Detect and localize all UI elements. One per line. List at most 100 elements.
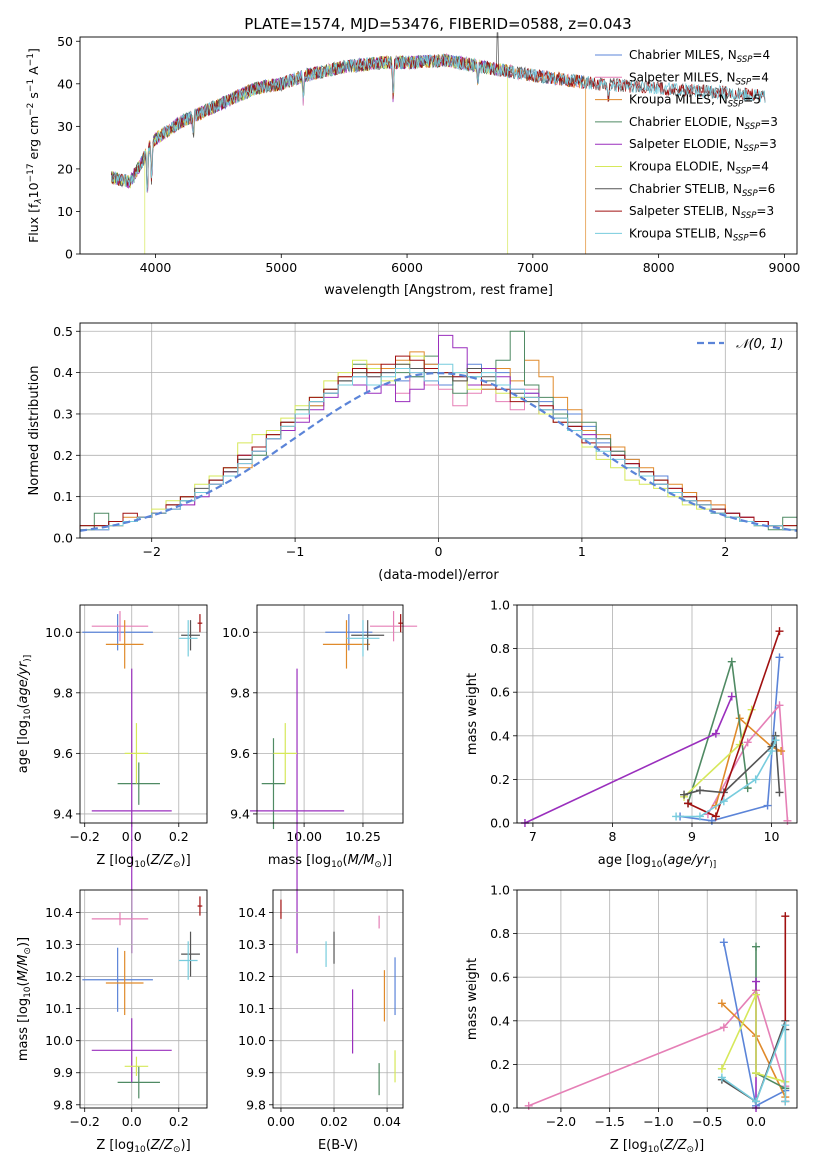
label-part: age [log bbox=[598, 853, 651, 868]
weight-marker bbox=[767, 747, 776, 756]
label-part: ⊙ bbox=[23, 947, 33, 955]
legend-model: Salpeter ELODIE bbox=[629, 137, 727, 151]
weight-marker bbox=[752, 942, 761, 951]
x-tick-label: 2 bbox=[721, 544, 729, 559]
label-part: A bbox=[26, 66, 41, 79]
label-part: Z [log bbox=[610, 1138, 648, 1153]
y-tick-label: 10.0 bbox=[45, 1033, 73, 1048]
y-tick-label: 9.8 bbox=[53, 1097, 73, 1112]
legend-sub: SSP bbox=[728, 100, 744, 110]
weight-marker bbox=[711, 729, 720, 738]
y-tick-label: 10.4 bbox=[45, 905, 73, 920]
weight-marker bbox=[719, 938, 728, 947]
label-part: ( bbox=[662, 853, 667, 868]
label-part: ( bbox=[16, 981, 31, 986]
age-vs-mass-panel: 10.00 10.25 9.4 9.6 9.8 10.0 mass [log10(M/M⊙)… bbox=[222, 604, 418, 954]
x-tick-label: 5000 bbox=[265, 260, 297, 275]
label-part: λ bbox=[34, 198, 44, 204]
weight-marker bbox=[707, 816, 716, 825]
x-tick-label: 0.04 bbox=[373, 1114, 401, 1129]
y-tick-label: 9.8 bbox=[230, 685, 250, 700]
legend-label: Salpeter STELIB, NSSP=3 bbox=[629, 204, 774, 221]
weight-marker bbox=[781, 1097, 790, 1106]
weight-marker bbox=[695, 786, 704, 795]
y-tick-label: 0.8 bbox=[490, 926, 510, 941]
label-part: −1 bbox=[26, 79, 36, 92]
legend-label: Kroupa ELODIE, NSSP=4 bbox=[629, 160, 769, 177]
label-part: )] bbox=[181, 853, 191, 868]
label-part: )] bbox=[16, 937, 31, 947]
legend-sep: , N bbox=[716, 226, 733, 240]
legend-sub: SSP bbox=[741, 211, 757, 221]
y-tick-label: 0.6 bbox=[490, 685, 510, 700]
y-tick-label: 10.3 bbox=[238, 937, 266, 952]
label-part: )] bbox=[709, 860, 716, 870]
weight-marker bbox=[695, 812, 704, 821]
age-vs-Z-panel: −0.2 0.0 0.29.49.69.810.0Z [log10(Z/Z⊙)]ag… bbox=[16, 604, 208, 954]
x-axis-label: E(B-V) bbox=[318, 1138, 358, 1153]
label-part: Flux [f bbox=[26, 203, 41, 243]
y-tick-label: 20 bbox=[57, 161, 73, 176]
y-tick-label: 10.3 bbox=[45, 937, 73, 952]
x-axis-label: mass [log10(M/M⊙)] bbox=[268, 853, 392, 870]
legend-model: Chabrier MILES bbox=[629, 48, 720, 62]
y-tick-label: 0.0 bbox=[53, 531, 73, 546]
x-tick-label: 7 bbox=[529, 829, 537, 844]
spectrum-panel: 4000 5000 6000 7000 8000 9000 0 10 20 30 40 50 Chabr… bbox=[26, 32, 800, 298]
legend-n: 6 bbox=[759, 226, 767, 240]
y-tick-label: 0.4 bbox=[490, 1013, 510, 1028]
legend-sep: , N bbox=[711, 93, 728, 107]
y-tick-label: 0.0 bbox=[490, 1101, 510, 1116]
weight-marker bbox=[775, 788, 784, 797]
weight-marker bbox=[717, 1064, 726, 1073]
legend-n: 6 bbox=[768, 182, 776, 196]
axes-frame bbox=[256, 604, 404, 824]
y-tick-label: 0.1 bbox=[53, 489, 73, 504]
x-tick-label: −0.5 bbox=[692, 1114, 722, 1129]
axes-frame bbox=[79, 322, 798, 539]
x-tick-label: 10.25 bbox=[345, 829, 381, 844]
label-part: Z [log bbox=[96, 1138, 134, 1153]
legend-label: Chabrier ELODIE, NSSP=3 bbox=[629, 115, 778, 132]
label-part: 10 bbox=[23, 986, 33, 998]
x-tick-label: 0.0 bbox=[122, 1114, 142, 1129]
label-part: 10 bbox=[134, 1145, 146, 1155]
legend-sep: , N bbox=[719, 160, 736, 174]
y-tick-label: 10.0 bbox=[238, 1033, 266, 1048]
weight-marker bbox=[752, 1097, 761, 1106]
y-axis-label: mass [log10(M/M⊙)] bbox=[16, 937, 33, 1061]
legend-model: Chabrier ELODIE bbox=[629, 115, 728, 129]
axes-frame bbox=[516, 889, 798, 1109]
legend-n: 4 bbox=[762, 48, 770, 62]
x-axis-label: Z [log10(Z/Z⊙)] bbox=[610, 1138, 704, 1155]
legend-eq: = bbox=[760, 115, 770, 129]
y-tick-label: 10.2 bbox=[45, 969, 73, 984]
legend-n: 3 bbox=[766, 204, 774, 218]
x-tick-label: 10.00 bbox=[286, 829, 322, 844]
weight-marker bbox=[775, 701, 784, 710]
legend-eq: = bbox=[752, 48, 762, 62]
label-part: ( bbox=[146, 1138, 151, 1153]
legend-eq: = bbox=[756, 204, 766, 218]
y-tick-label: 9.9 bbox=[53, 1065, 73, 1080]
y-tick-label: 9.4 bbox=[53, 806, 73, 821]
y-tick-label: 0.5 bbox=[53, 324, 73, 339]
y-tick-label: 30 bbox=[57, 119, 73, 134]
label-part: ( bbox=[16, 703, 31, 708]
figure-title: PLATE=1574, MJD=53476, FIBERID=0588, z=0… bbox=[244, 15, 631, 33]
y-tick-label: 10.2 bbox=[238, 969, 266, 984]
weight-marker bbox=[711, 812, 720, 821]
x-tick-label: 0 bbox=[435, 544, 443, 559]
x-tick-label: 0.2 bbox=[169, 829, 189, 844]
weight-marker bbox=[771, 736, 780, 745]
weight-marker bbox=[719, 797, 728, 806]
y-tick-label: 0.8 bbox=[490, 641, 510, 656]
label-part: Z [log bbox=[96, 853, 134, 868]
histogram-panel: −2 −1 0 1 2 0.0 0.1 0.2 0.3 0.4 0.5 𝒩(0, 1) (data-mo… bbox=[27, 322, 798, 583]
label-part: s bbox=[26, 92, 41, 103]
label-part: ] bbox=[26, 48, 41, 53]
legend-sub: SSP bbox=[743, 144, 759, 154]
label-part: ( bbox=[659, 1138, 664, 1153]
x-tick-label: 7000 bbox=[517, 260, 549, 275]
